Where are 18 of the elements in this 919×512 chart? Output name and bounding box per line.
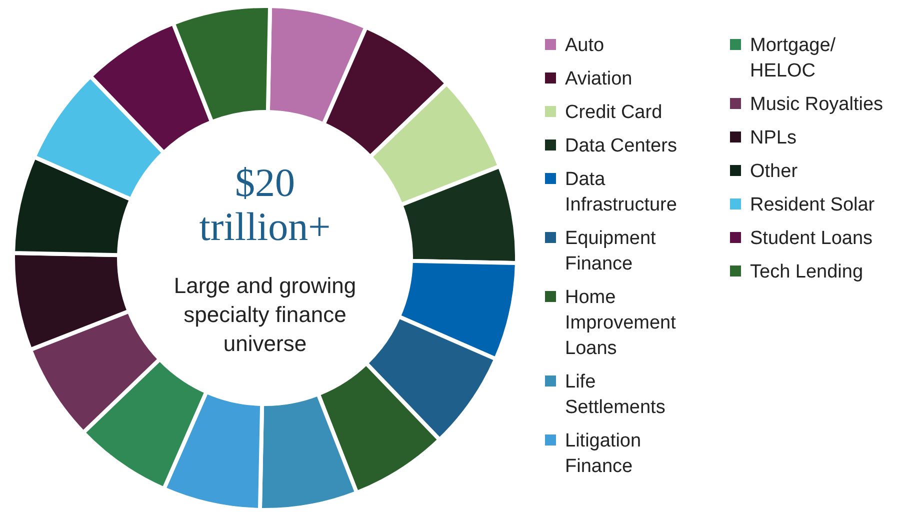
legend-label: Auto <box>565 35 604 56</box>
legend-label: Life Settlements <box>565 372 666 418</box>
text: $20 trillion+ <box>199 160 331 249</box>
legend-label: Mortgage/HELOC <box>750 35 836 82</box>
legend-label: Resident Solar <box>750 194 876 216</box>
legend-label: Equipment Finance <box>565 228 657 274</box>
legend-label: Tech Lending <box>750 262 864 282</box>
text: Large and growing specialty finance universe <box>174 273 356 356</box>
legend-label: Student Loans <box>750 228 873 249</box>
legend-label: Litigation Finance <box>565 430 642 477</box>
legend-label: Credit Card <box>565 102 662 123</box>
legend-label: Other <box>750 161 798 182</box>
legend-label: Home Improvement Loans <box>565 287 677 359</box>
legend-label: NPLs <box>750 128 796 148</box>
legend-label: Data Infrastructure <box>565 169 677 216</box>
legend-label: Data Centers <box>565 136 677 156</box>
legend-label: Aviation <box>565 68 632 90</box>
legend-label: Music Royalties <box>750 94 884 115</box>
